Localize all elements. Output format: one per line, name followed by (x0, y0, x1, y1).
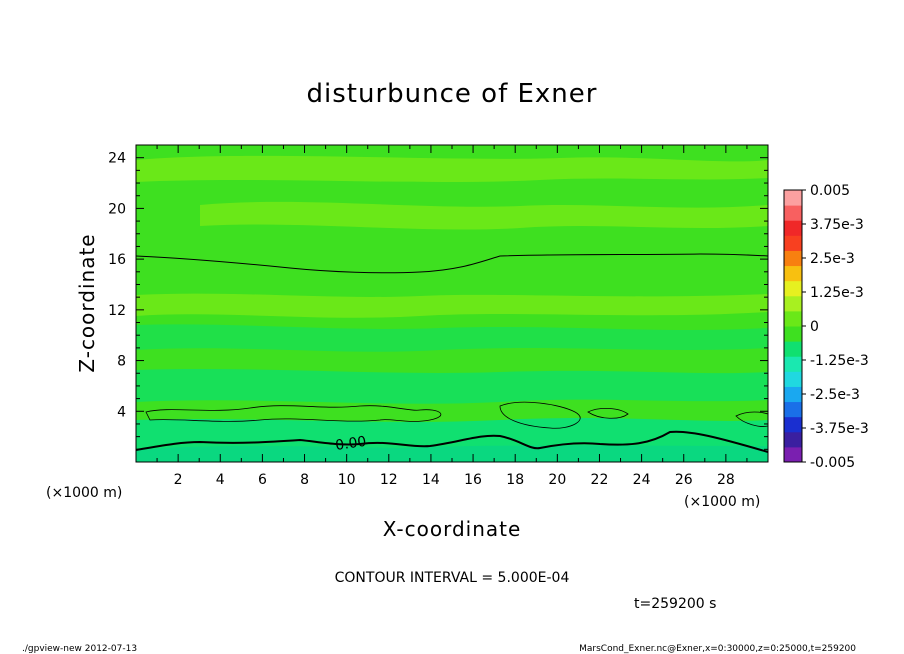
colorbar-swatch (784, 326, 802, 342)
colorbar-swatch (784, 265, 802, 282)
y-tick-label: 4 (117, 404, 126, 420)
colorbar-swatch (784, 235, 802, 251)
colorbar (783, 189, 803, 463)
x-tick-label: 24 (633, 472, 651, 488)
x-tick-label: 2 (174, 472, 183, 488)
x-axis-label: X-coordinate (383, 517, 522, 541)
x-tick-label: 14 (422, 472, 440, 488)
contour-line-middle-3 (587, 408, 629, 419)
x-unit-left: (×1000 m) (46, 485, 122, 501)
colorbar-swatch (784, 356, 802, 372)
field-band-dark-1 (136, 324, 768, 352)
x-tick-label: 20 (548, 472, 566, 488)
colorbar-labels: 0.005 3.75e-3 2.5e-3 1.25e-3 0 -1.25e-3 -2.5e-… (802, 183, 869, 471)
x-tick-label: 18 (506, 472, 524, 488)
y-tick-label: 8 (117, 354, 126, 370)
y-tick-label: 24 (108, 151, 126, 167)
x-tick-label: 6 (258, 472, 267, 488)
contour-line-middle-2 (499, 401, 581, 429)
contour-interval-text: CONTOUR INTERVAL = 5.000E-04 (335, 570, 570, 586)
colorbar-label: 0 (810, 319, 819, 335)
colorbar-swatch (784, 310, 802, 327)
colorbar-label: -3.75e-3 (810, 421, 869, 437)
colorbar-label: -1.25e-3 (810, 353, 869, 369)
contour-line-upper (135, 253, 769, 274)
x-axis-ticks: 2 4 6 8 10 12 14 16 18 20 22 24 26 28 (156, 145, 748, 488)
field-band-light-mid (136, 293, 768, 318)
colorbar-label: 1.25e-3 (810, 285, 864, 301)
x-tick-label: 12 (380, 472, 398, 488)
x-tick-label: 4 (216, 472, 225, 488)
x-unit-right: (×1000 m) (684, 494, 760, 510)
colorbar-swatch (784, 341, 802, 357)
colorbar-label: 3.75e-3 (810, 217, 864, 233)
colorbar-label: -0.005 (810, 455, 855, 471)
contour-line-zero (135, 430, 769, 453)
colorbar-swatch (784, 190, 802, 206)
colorbar-label: -2.5e-3 (810, 387, 860, 403)
footer-right: MarsCond_Exner.nc@Exner,x=0:30000,z=0:25… (579, 644, 856, 654)
contour-label-zero: 0.00 (334, 434, 367, 454)
field-band-bottom (136, 445, 768, 462)
colorbar-swatch (784, 220, 802, 236)
x-tick-label: 10 (338, 472, 356, 488)
y-axis-ticks: 4 8 12 16 20 24 (108, 151, 768, 450)
colorbar-swatch (784, 295, 802, 312)
x-tick-label: 16 (464, 472, 482, 488)
field-band-light-top (136, 155, 768, 182)
time-text: t=259200 s (634, 596, 716, 612)
y-tick-label: 16 (108, 252, 126, 268)
x-tick-label: 28 (717, 472, 735, 488)
heatmap-field: 0.00 (135, 144, 769, 463)
colorbar-swatch (784, 431, 802, 448)
colorbar-swatch (784, 386, 802, 403)
colorbar-swatch (784, 416, 802, 433)
y-tick-label: 20 (108, 201, 126, 217)
colorbar-swatch (784, 250, 802, 267)
colorbar-label: 0.005 (810, 183, 850, 199)
x-tick-label: 8 (300, 472, 309, 488)
field-band-light-upper (200, 201, 768, 230)
contour-line-middle (145, 405, 442, 422)
field-band-dark-2 (136, 369, 768, 404)
x-tick-label: 22 (591, 472, 609, 488)
colorbar-swatch (784, 280, 802, 297)
footer-left: ./gpview-new 2012-07-13 (22, 644, 137, 654)
colorbar-swatch (784, 205, 802, 221)
y-tick-label: 12 (108, 303, 126, 319)
y-axis-label: Z-coordinate (75, 233, 99, 372)
colorbar-swatch (784, 371, 802, 387)
x-tick-label: 26 (675, 472, 693, 488)
colorbar-swatch (784, 446, 802, 463)
colorbar-swatch (784, 401, 802, 418)
chart-title: disturbunce of Exner (307, 79, 598, 109)
colorbar-label: 2.5e-3 (810, 251, 855, 267)
